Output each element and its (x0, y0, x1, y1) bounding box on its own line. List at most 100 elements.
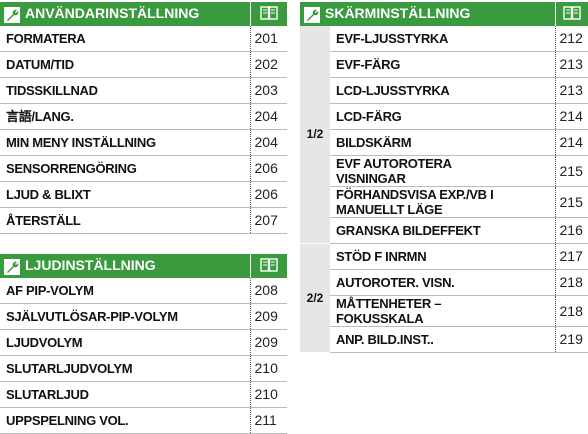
menu-row: UPPSPELNING VOL. 211 (0, 407, 287, 434)
section-header: ANVÄNDARINSTÄLLNING (0, 2, 250, 26)
section-header: SKÄRMINSTÄLLNING (300, 2, 555, 26)
page-number: 201 (249, 26, 287, 52)
page-number: 215 (554, 186, 588, 218)
menu-row: LCD-LJUSSTYRKA 213 (300, 77, 588, 104)
page-number: 213 (554, 77, 588, 104)
menu-row: MIN MENY INSTÄLLNING 204 (0, 129, 287, 156)
section-title: SKÄRMINSTÄLLNING (325, 5, 471, 22)
item-label: LJUD & BLIXT (0, 181, 250, 208)
item-text: FÖRHANDSVISA EXP./VB I MANUELLT LÄGE (336, 187, 494, 217)
item-label: LJUDVOLYM (0, 329, 250, 356)
item-text: MÅTTENHETER – FOKUSSKALA (336, 296, 442, 326)
item-cell: ANP. BILD.INST.. (330, 326, 555, 353)
menu-table: ANVÄNDARINSTÄLLNING FORMATERA 201 DATUM/TID… (0, 2, 287, 234)
item-label: SLUTARLJUD (0, 381, 250, 408)
page-number: 203 (249, 77, 287, 104)
item-text: BILDSKÄRM (336, 135, 412, 150)
item-cell: LCD-LJUSSTYRKA (330, 77, 555, 104)
page-number: 210 (249, 381, 287, 408)
menu-row: FORMATERA 201 (0, 26, 287, 52)
menu-row: SJÄLVUTLÖSAR-PIP-VOLYM 209 (0, 303, 287, 330)
page-group: 2/2 (300, 243, 330, 353)
page-number: 213 (554, 51, 588, 78)
item-label: SJÄLVUTLÖSAR-PIP-VOLYM (0, 303, 250, 330)
item-text: LCD-FÄRG (336, 109, 402, 124)
section-title: LJUDINSTÄLLNING (25, 257, 156, 274)
menu-row: SLUTARLJUD 210 (0, 381, 287, 408)
menu-row: 1/2 EVF-LJUSSTYRKA 212 (300, 26, 588, 244)
manual-icon (249, 254, 287, 278)
page-number: 218 (554, 269, 588, 296)
page-number: 207 (249, 207, 287, 234)
page-number: 210 (249, 355, 287, 382)
page-number: 217 (554, 243, 588, 270)
menu-row: 言語/LANG. 204 (0, 103, 287, 130)
section-header: LJUDINSTÄLLNING (0, 254, 250, 278)
menu-row: FÖRHANDSVISA EXP./VB I MANUELLT LÄGE 215 (300, 186, 588, 218)
page-number: 209 (249, 303, 287, 330)
menu-row: LJUD & BLIXT 206 (0, 181, 287, 208)
item-cell: STÖD F INRMN (330, 243, 555, 270)
item-text: LCD-LJUSSTYRKA (336, 83, 450, 98)
menu-row: EVF AUTOROTERA VISNINGAR 215 (300, 155, 588, 187)
item-text: EVF AUTOROTERA VISNINGAR (336, 156, 452, 186)
header-row: LJUDINSTÄLLNING (0, 254, 287, 278)
page-number: 214 (554, 103, 588, 130)
item-cell: LCD-FÄRG (330, 103, 555, 130)
page-number: 211 (249, 407, 287, 434)
item-label: MIN MENY INSTÄLLNING (0, 129, 250, 156)
page-number: 212 (554, 26, 588, 52)
menu-row: EVF-FÄRG 213 (300, 51, 588, 78)
item-text: EVF-LJUSSTYRKA (336, 31, 449, 46)
item-label: TIDSSKILLNAD (0, 77, 250, 104)
section-title: ANVÄNDARINSTÄLLNING (25, 5, 200, 22)
page-number: 218 (554, 295, 588, 327)
page-number: 208 (249, 278, 287, 304)
menu-row: MÅTTENHETER – FOKUSSKALA 218 (300, 295, 588, 327)
page-number: 206 (249, 181, 287, 208)
manual-icon (249, 2, 287, 26)
item-text: EVF-FÄRG (336, 57, 401, 72)
menu-table: SKÄRMINSTÄLLNING 1/2 EVF-LJUSSTYRKA 212 EVF-… (300, 2, 588, 353)
page-number: 204 (249, 103, 287, 130)
header-row: ANVÄNDARINSTÄLLNING (0, 2, 287, 26)
menu-row: ANP. BILD.INST.. 219 (300, 326, 588, 353)
menu-row: SENSORRENGÖRING 206 (0, 155, 287, 182)
menu-row: LCD-FÄRG 214 (300, 103, 588, 130)
item-cell: FÖRHANDSVISA EXP./VB I MANUELLT LÄGE (330, 186, 555, 218)
item-text: AUTOROTER. VISN. (336, 275, 455, 290)
item-label: AF PIP-VOLYM (0, 278, 250, 304)
page-number: 209 (249, 329, 287, 356)
page-number: 215 (554, 155, 588, 187)
menu-row: LJUDVOLYM 209 (0, 329, 287, 356)
item-label: ÅTERSTÄLL (0, 207, 250, 234)
menu-row: ÅTERSTÄLL 207 (0, 207, 287, 234)
item-text: STÖD F INRMN (336, 249, 427, 264)
item-label: UPPSPELNING VOL. (0, 407, 250, 434)
item-cell: GRANSKA BILDEFFEKT (330, 217, 555, 244)
page-number: 214 (554, 129, 588, 156)
item-cell: EVF-FÄRG (330, 51, 555, 78)
page-number: 202 (249, 51, 287, 78)
item-label: DATUM/TID (0, 51, 250, 78)
item-cell: EVF AUTOROTERA VISNINGAR (330, 155, 555, 187)
page-group: 1/2 (300, 26, 330, 244)
menu-row: BILDSKÄRM 214 (300, 129, 588, 156)
menu-row: DATUM/TID 202 (0, 51, 287, 78)
menu-row: TIDSSKILLNAD 203 (0, 77, 287, 104)
page-number: 204 (249, 129, 287, 156)
menu-table: LJUDINSTÄLLNING AF PIP-VOLYM 208 SJÄLVUTLÖS… (0, 254, 287, 434)
page-number: 216 (554, 217, 588, 244)
item-cell: AUTOROTER. VISN. (330, 269, 555, 296)
item-label: FORMATERA (0, 26, 250, 52)
item-cell: MÅTTENHETER – FOKUSSKALA (330, 295, 555, 327)
item-text: ANP. BILD.INST.. (336, 332, 434, 347)
page-number: 219 (554, 326, 588, 353)
item-label: SENSORRENGÖRING (0, 155, 250, 182)
menu-row: AF PIP-VOLYM 208 (0, 278, 287, 304)
item-label: SLUTARLJUDVOLYM (0, 355, 250, 382)
item-label: 言語/LANG. (0, 103, 250, 130)
manual-icon (554, 2, 588, 26)
menu-row: 2/2 STÖD F INRMN 217 (300, 243, 588, 353)
